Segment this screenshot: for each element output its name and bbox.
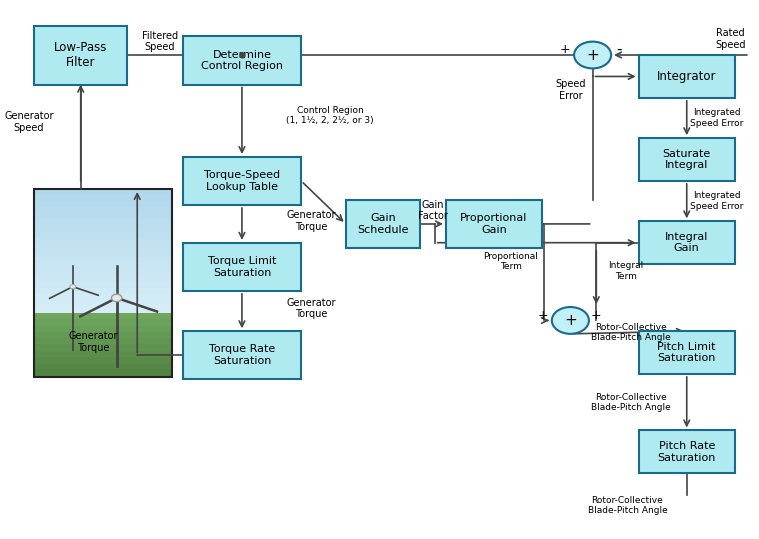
- Bar: [34, 357, 172, 364]
- Text: Integrator: Integrator: [657, 70, 716, 83]
- Text: Control Region
(1, 1½, 2, 2½, or 3): Control Region (1, 1½, 2, 2½, or 3): [286, 106, 374, 125]
- Text: Integral
Term: Integral Term: [608, 261, 644, 280]
- Text: +: +: [591, 309, 602, 322]
- Bar: [34, 307, 172, 314]
- Circle shape: [112, 294, 122, 302]
- Bar: [638, 430, 735, 473]
- Circle shape: [552, 307, 589, 334]
- Text: Gain
Schedule: Gain Schedule: [357, 213, 408, 234]
- Bar: [638, 55, 735, 98]
- Bar: [346, 200, 420, 248]
- Bar: [34, 251, 172, 258]
- Text: Torque Rate
Saturation: Torque Rate Saturation: [209, 344, 275, 366]
- Bar: [34, 219, 172, 226]
- Bar: [34, 301, 172, 308]
- Bar: [34, 288, 172, 295]
- Text: -: -: [616, 42, 622, 57]
- Text: Torque Limit
Saturation: Torque Limit Saturation: [208, 256, 276, 278]
- Bar: [183, 157, 301, 205]
- Bar: [183, 243, 301, 291]
- Bar: [34, 294, 172, 302]
- Bar: [34, 363, 172, 370]
- Text: Integrated
Speed Error: Integrated Speed Error: [691, 108, 744, 128]
- Bar: [34, 369, 172, 377]
- Text: Rated
Speed: Rated Speed: [716, 28, 746, 50]
- Text: +: +: [564, 313, 577, 328]
- Bar: [183, 331, 301, 379]
- Text: Torque-Speed
Lookup Table: Torque-Speed Lookup Table: [204, 170, 280, 192]
- Text: Rotor-Collective
Blade-Pitch Angle: Rotor-Collective Blade-Pitch Angle: [591, 392, 671, 412]
- Text: Generator
Torque: Generator Torque: [68, 331, 118, 353]
- Bar: [34, 232, 172, 239]
- Bar: [34, 275, 172, 283]
- Bar: [34, 320, 172, 327]
- Bar: [34, 194, 172, 202]
- Bar: [34, 25, 127, 85]
- Bar: [34, 332, 172, 339]
- Text: Speed
Error: Speed Error: [555, 79, 586, 101]
- Text: Pitch Rate
Saturation: Pitch Rate Saturation: [657, 441, 716, 462]
- Bar: [34, 188, 172, 195]
- Bar: [34, 313, 172, 321]
- Text: Integrated
Speed Error: Integrated Speed Error: [691, 191, 744, 211]
- Bar: [34, 263, 172, 271]
- Text: Saturate
Integral: Saturate Integral: [663, 149, 711, 170]
- Bar: [34, 225, 172, 233]
- Bar: [34, 189, 172, 377]
- Bar: [34, 213, 172, 220]
- Bar: [34, 326, 172, 333]
- Bar: [638, 138, 735, 181]
- Text: Proportional
Gain: Proportional Gain: [460, 213, 528, 234]
- Text: Integral
Gain: Integral Gain: [665, 232, 708, 253]
- Bar: [638, 221, 735, 264]
- Bar: [34, 282, 172, 289]
- Bar: [34, 257, 172, 264]
- Text: Generator
Torque: Generator Torque: [286, 210, 336, 232]
- Text: Determine
Control Region: Determine Control Region: [201, 50, 283, 71]
- Text: Pitch Limit
Saturation: Pitch Limit Saturation: [657, 342, 716, 363]
- Bar: [34, 238, 172, 245]
- Bar: [34, 270, 172, 277]
- Bar: [34, 344, 172, 352]
- Text: Generator
Speed: Generator Speed: [4, 111, 54, 133]
- Bar: [638, 331, 735, 374]
- Bar: [34, 338, 172, 345]
- Text: Rotor-Collective
Blade-Pitch Angle: Rotor-Collective Blade-Pitch Angle: [587, 496, 667, 515]
- Circle shape: [574, 42, 611, 68]
- Text: +: +: [586, 47, 599, 63]
- Bar: [34, 351, 172, 358]
- Text: +: +: [537, 309, 548, 322]
- Bar: [34, 207, 172, 214]
- Text: Generator
Torque: Generator Torque: [286, 298, 336, 319]
- Text: Proportional
Term: Proportional Term: [483, 252, 538, 271]
- Bar: [183, 36, 301, 85]
- Text: Filtered
Speed: Filtered Speed: [142, 31, 178, 52]
- Text: Rotor-Collective
Blade-Pitch Angle: Rotor-Collective Blade-Pitch Angle: [591, 323, 671, 342]
- Bar: [34, 244, 172, 252]
- Circle shape: [70, 285, 76, 289]
- Text: Low-Pass
Filter: Low-Pass Filter: [54, 41, 108, 69]
- Text: +: +: [560, 43, 571, 56]
- Bar: [446, 200, 542, 248]
- Text: Gain
Factor: Gain Factor: [418, 200, 448, 222]
- Bar: [34, 201, 172, 208]
